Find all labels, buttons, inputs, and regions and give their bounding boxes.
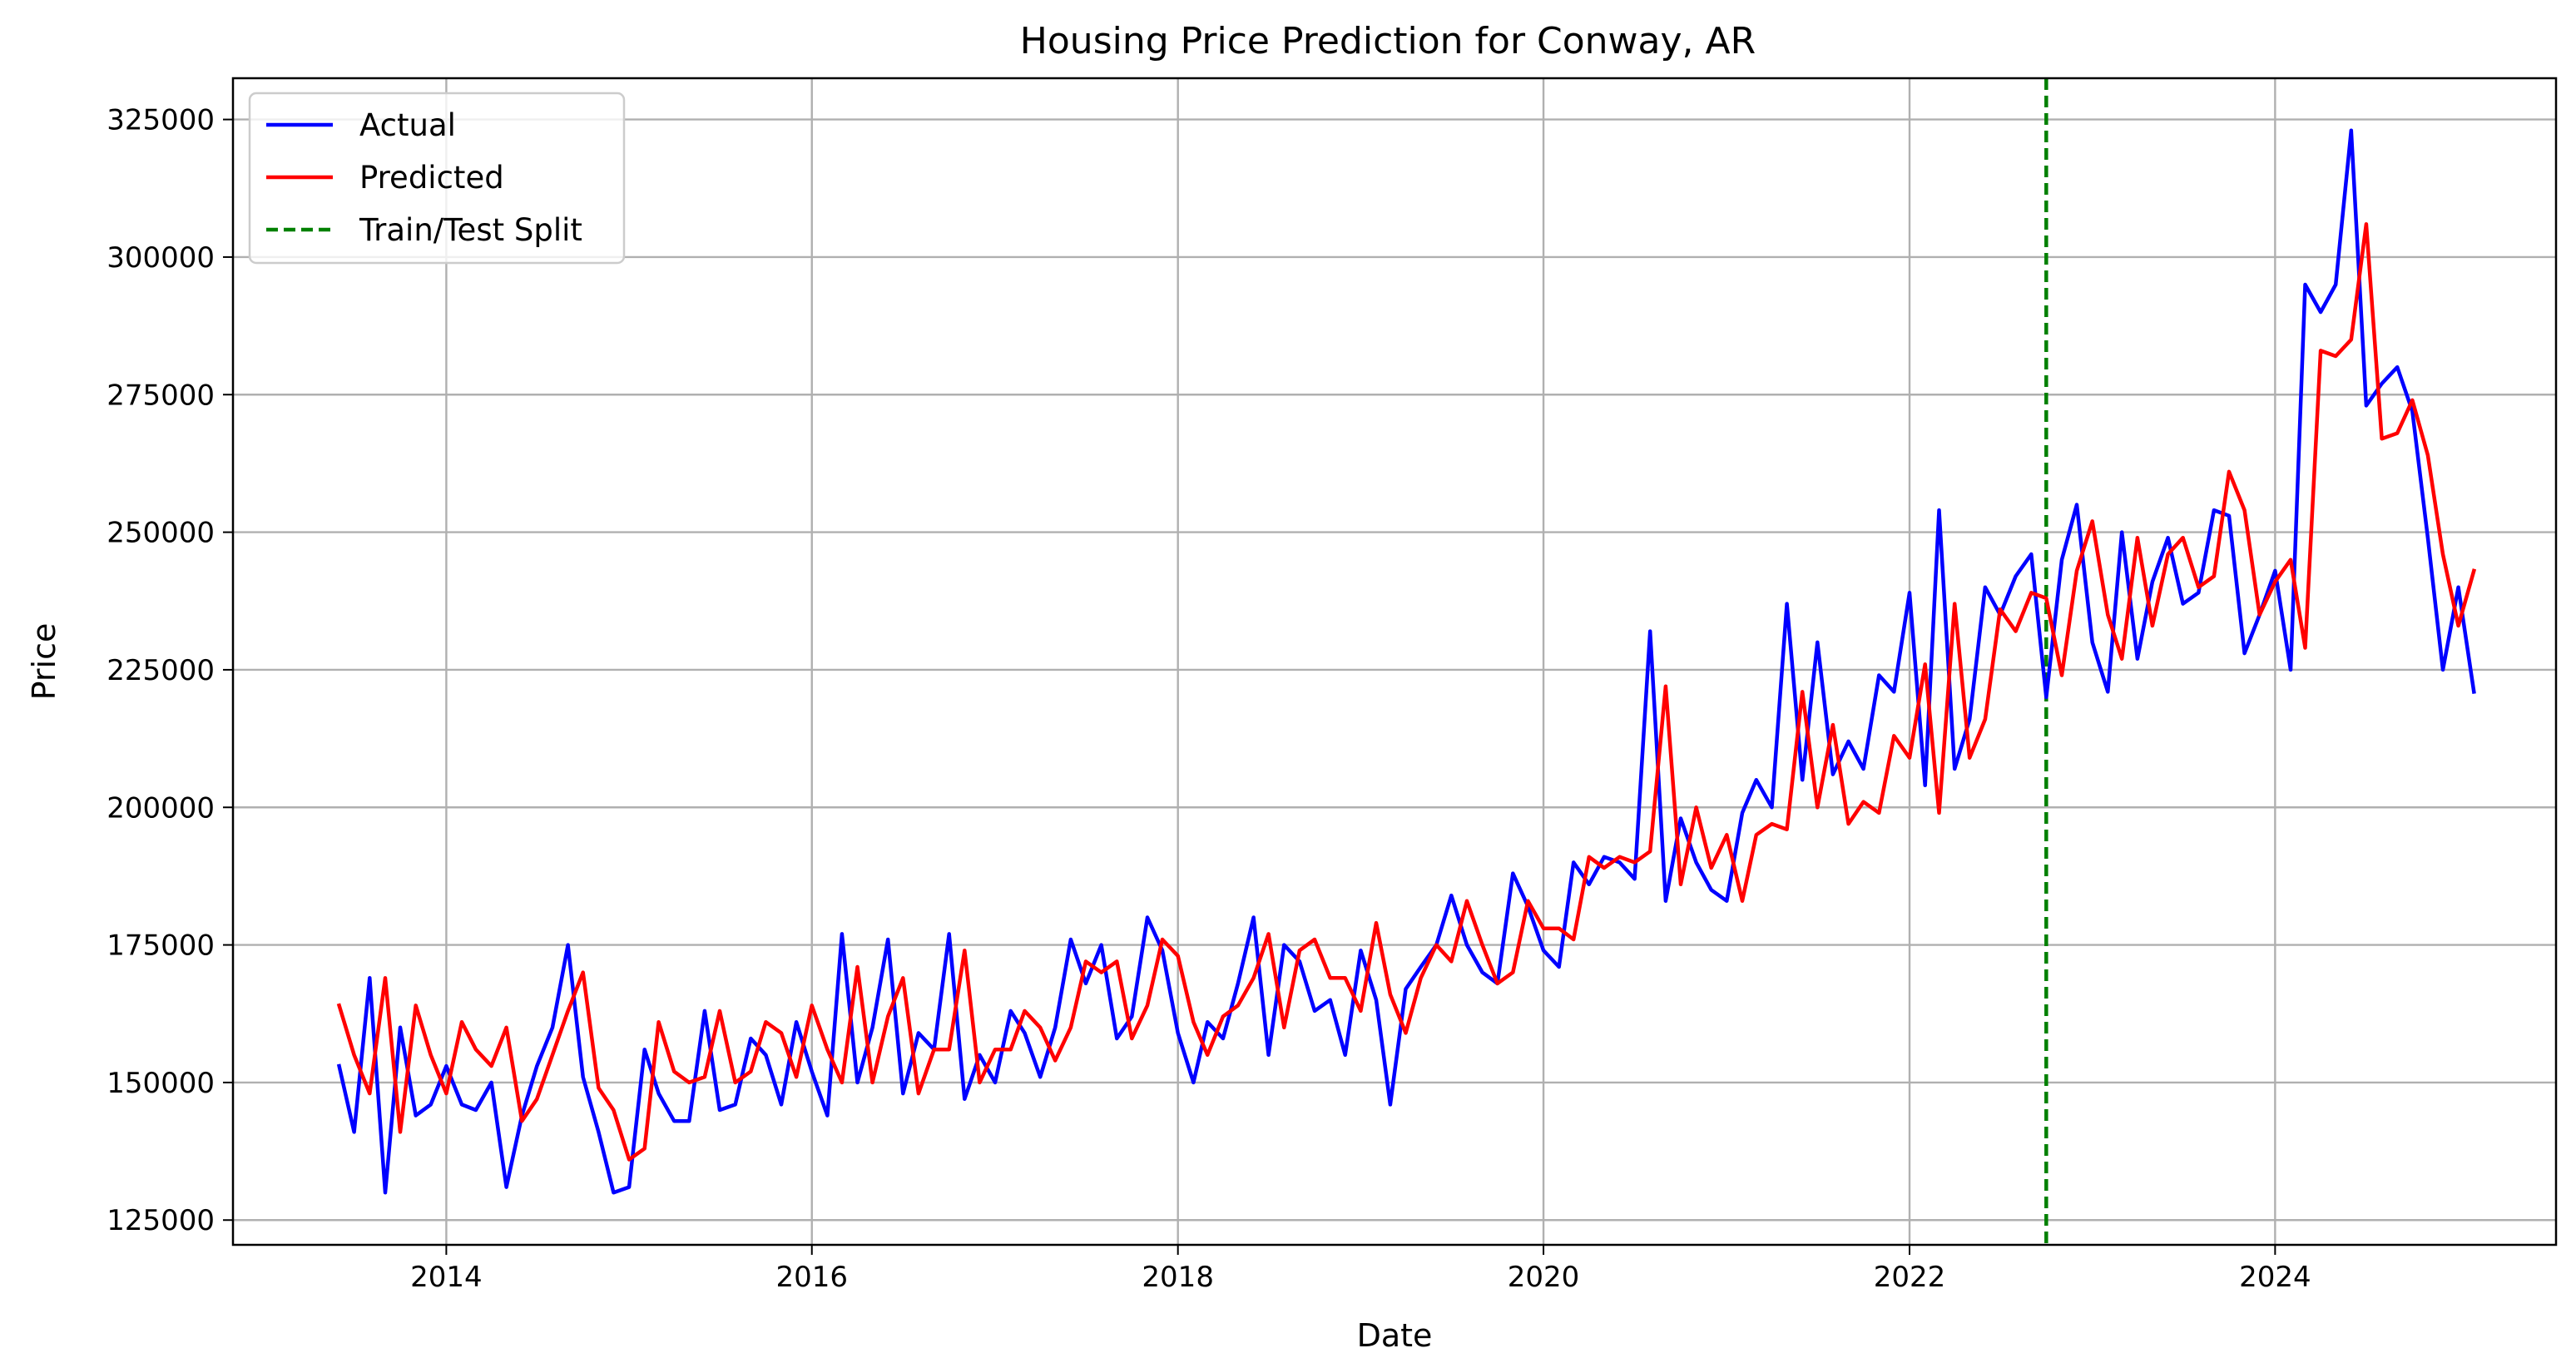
x-axis-label: Date — [1357, 1317, 1433, 1354]
legend-label-actual: Actual — [359, 107, 456, 143]
x-tick-label: 2020 — [1508, 1261, 1580, 1294]
chart-title: Housing Price Prediction for Conway, AR — [1020, 20, 1756, 62]
y-tick-label: 325000 — [107, 104, 215, 137]
y-tick-label: 200000 — [107, 791, 215, 825]
x-tick-label: 2024 — [2239, 1261, 2311, 1294]
y-tick-label: 275000 — [107, 379, 215, 412]
y-tick-label: 300000 — [107, 241, 215, 275]
legend-label-predicted: Predicted — [359, 160, 504, 196]
y-tick-label: 150000 — [107, 1067, 215, 1100]
x-tick-label: 2022 — [1874, 1261, 1946, 1294]
legend-label-split: Train/Test Split — [359, 212, 582, 248]
series-line-actual — [336, 128, 2476, 1195]
plot-frame — [231, 77, 2558, 1247]
y-tick-label: 250000 — [107, 517, 215, 550]
legend: Actual Predicted Train/Test Split — [248, 92, 626, 265]
series-line-predicted — [336, 222, 2477, 1162]
y-tick-label: 175000 — [107, 929, 215, 963]
ticks: 125000 150000 175000 200000 225000 250000 2750… — [107, 104, 2311, 1294]
x-tick-label: 2016 — [775, 1261, 848, 1294]
series-layer — [336, 128, 2477, 1195]
x-tick-label: 2014 — [410, 1261, 483, 1294]
x-tick-label: 2018 — [1142, 1261, 1214, 1294]
y-axis-label: Price — [26, 623, 62, 701]
y-tick-label: 125000 — [107, 1204, 215, 1237]
y-tick-label: 225000 — [107, 654, 215, 687]
legend-box — [248, 92, 626, 265]
